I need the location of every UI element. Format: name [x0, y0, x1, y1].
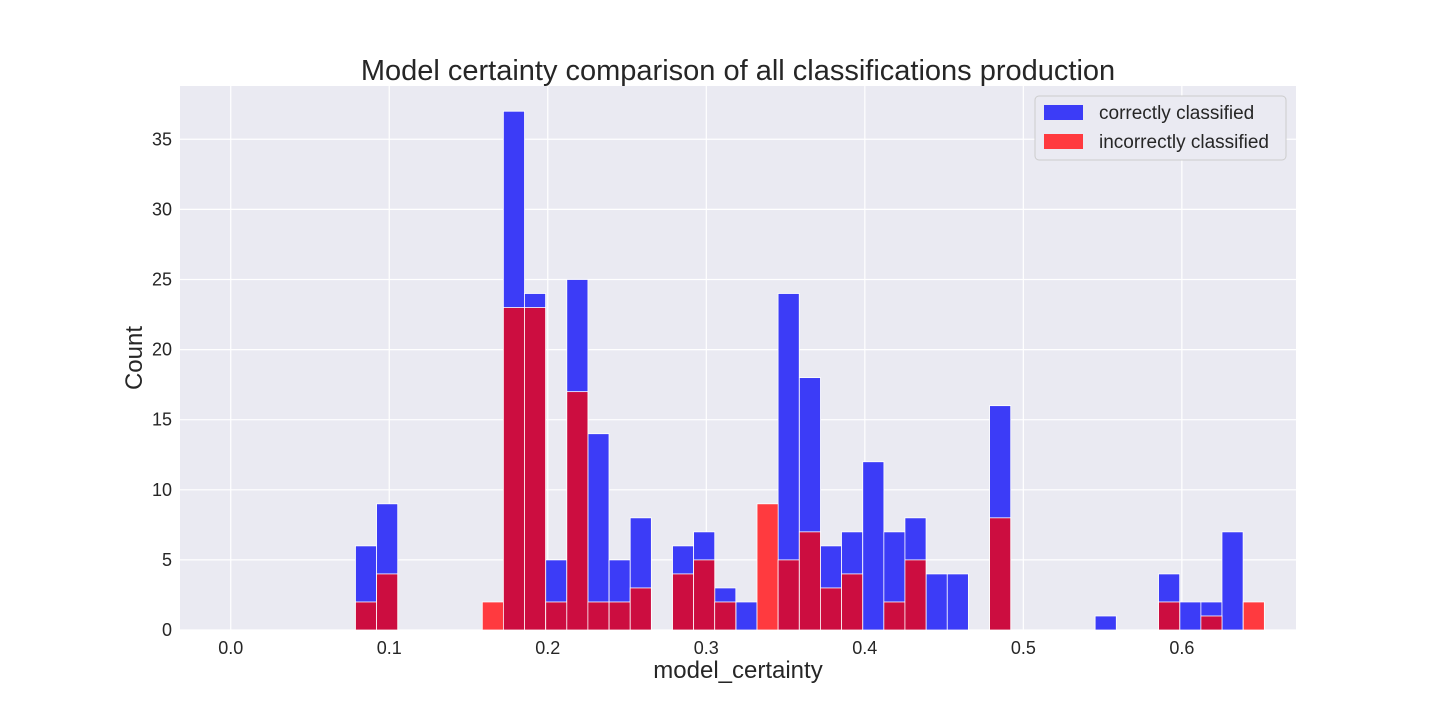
bar-correct — [735, 601, 758, 631]
bar-incorrect — [756, 503, 779, 631]
bar-incorrect — [714, 601, 737, 631]
bar-correct — [925, 573, 948, 631]
bar-correct — [862, 461, 885, 631]
bar-incorrect — [1242, 601, 1265, 631]
x-tick-label: 0.0 — [218, 638, 243, 658]
bar-incorrect — [777, 559, 800, 631]
bar-incorrect — [904, 559, 927, 631]
bar-incorrect — [693, 559, 716, 631]
bar-incorrect — [672, 573, 695, 631]
x-tick-label: 0.6 — [1169, 638, 1194, 658]
bar-incorrect — [629, 587, 652, 631]
x-tick-label: 0.2 — [535, 638, 560, 658]
y-tick-label: 15 — [152, 410, 172, 430]
bar-incorrect — [820, 587, 842, 631]
x-tick-label: 0.3 — [694, 638, 719, 658]
y-tick-label: 20 — [152, 340, 172, 360]
legend-label-incorrect: incorrectly classified — [1099, 132, 1269, 153]
bar-correct — [1179, 601, 1202, 631]
bar-incorrect — [502, 307, 525, 631]
bar-correct — [946, 573, 969, 631]
x-axis-ticks: 0.0 0.1 0.2 0.3 0.4 0.5 0.6 — [218, 638, 1194, 658]
y-tick-label: 30 — [152, 199, 172, 219]
bar-incorrect — [989, 517, 1012, 631]
y-tick-label: 5 — [162, 550, 172, 570]
bar-incorrect — [545, 601, 568, 631]
legend-label-correct: correctly classified — [1099, 103, 1254, 124]
grid-lines — [180, 86, 1296, 631]
y-axis-label: Count — [121, 326, 148, 390]
bar-incorrect — [608, 601, 631, 631]
legend: correctly classified incorrectly classif… — [1034, 95, 1287, 161]
legend-frame — [1034, 95, 1287, 161]
incorrect-series-bars — [355, 307, 1265, 631]
chart-title: Model certainty comparison of all classi… — [361, 55, 1115, 87]
y-tick-label: 25 — [152, 269, 172, 289]
bar-incorrect — [376, 573, 399, 631]
y-tick-label: 10 — [152, 480, 172, 500]
plot-area — [180, 86, 1296, 630]
bar-correct — [587, 433, 610, 631]
bar-incorrect — [883, 601, 906, 631]
bar-incorrect — [587, 601, 610, 631]
bar-incorrect — [1200, 615, 1223, 631]
bar-incorrect — [481, 601, 504, 631]
y-axis-ticks: 0 5 10 15 20 25 30 35 — [152, 129, 172, 640]
bar-incorrect — [1158, 601, 1181, 631]
x-axis-label: model_certainty — [653, 657, 822, 684]
bar-incorrect — [566, 391, 589, 631]
legend-swatch-incorrect — [1044, 134, 1083, 149]
x-tick-label: 0.5 — [1011, 638, 1036, 658]
y-tick-label: 35 — [152, 129, 172, 149]
legend-swatch-correct — [1044, 105, 1083, 120]
x-tick-label: 0.1 — [377, 638, 402, 658]
bar-correct — [1221, 531, 1244, 631]
bar-correct — [1094, 615, 1117, 631]
bar-incorrect — [355, 601, 378, 631]
bar-incorrect — [798, 531, 821, 631]
bar-incorrect — [524, 307, 547, 631]
x-tick-label: 0.4 — [852, 638, 877, 658]
bar-incorrect — [841, 573, 864, 631]
y-tick-label: 0 — [162, 620, 172, 640]
